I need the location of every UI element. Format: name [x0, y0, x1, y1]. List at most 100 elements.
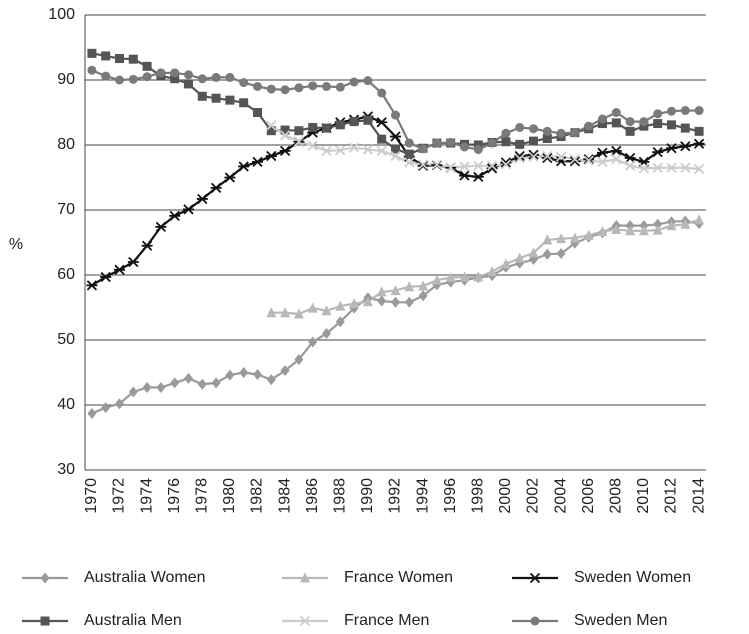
data-point: [211, 93, 221, 103]
data-point: [487, 138, 497, 148]
legend-marker: [40, 572, 50, 584]
x-tick-label: 1986: [304, 478, 321, 514]
data-point: [252, 156, 263, 168]
data-point: [473, 140, 483, 150]
data-point: [266, 120, 277, 131]
data-point: [335, 300, 346, 311]
data-point: [197, 74, 207, 84]
x-tick-label: 2014: [690, 478, 707, 514]
data-point: [294, 126, 304, 136]
data-point: [142, 61, 152, 71]
data-point: [610, 145, 622, 156]
data-point: [335, 145, 346, 156]
data-point: [611, 154, 622, 165]
data-point: [542, 134, 552, 143]
data-point: [265, 150, 277, 162]
data-point: [472, 171, 484, 182]
data-point: [667, 120, 676, 130]
data-point: [666, 220, 677, 231]
data-point: [473, 271, 484, 282]
data-point: [197, 378, 207, 390]
data-point: [142, 381, 152, 393]
data-point: [680, 106, 690, 116]
data-point: [362, 296, 373, 307]
data-point: [183, 204, 194, 215]
data-point: [500, 159, 512, 170]
data-point: [280, 85, 290, 95]
data-point: [308, 81, 318, 91]
data-point: [459, 271, 470, 282]
data-point: [639, 117, 649, 127]
data-point: [114, 264, 125, 275]
data-point: [170, 377, 180, 389]
data-point: [501, 128, 511, 138]
x-tick-label: 1970: [83, 478, 100, 514]
data-point: [279, 130, 291, 141]
data-point: [528, 247, 539, 258]
data-point: [293, 308, 304, 319]
data-point: [225, 369, 235, 381]
data-point: [363, 76, 373, 86]
legend-label: Australia Women: [84, 569, 206, 586]
data-point: [404, 157, 415, 168]
data-point: [680, 162, 691, 173]
data-point: [459, 161, 470, 172]
data-point: [666, 162, 677, 173]
data-point: [694, 106, 704, 116]
data-point: [514, 252, 525, 263]
data-point: [115, 398, 124, 410]
data-point: [115, 54, 124, 64]
x-tick-label: 2008: [608, 478, 625, 514]
data-point: [279, 145, 291, 156]
x-tick-label: 1992: [387, 478, 404, 514]
data-point: [335, 82, 345, 92]
legend-label: Sweden Men: [574, 612, 667, 629]
data-point: [210, 182, 222, 194]
data-point: [101, 71, 111, 81]
x-tick-label: 1988: [332, 478, 349, 514]
y-tick-label: 40: [57, 396, 75, 413]
y-axis-label: %: [9, 236, 23, 253]
data-point: [307, 302, 318, 313]
data-point: [404, 138, 414, 148]
data-point: [556, 248, 566, 260]
data-point: [486, 160, 498, 171]
data-point: [598, 114, 607, 124]
data-point: [390, 285, 401, 296]
data-point: [239, 98, 249, 108]
legend-marker: [300, 572, 310, 583]
data-point: [542, 234, 553, 245]
data-point: [500, 157, 512, 168]
data-point: [87, 407, 97, 419]
data-point: [115, 75, 124, 85]
data-point: [87, 65, 97, 75]
data-point: [294, 83, 304, 93]
data-point: [597, 156, 608, 168]
data-point: [418, 290, 428, 302]
x-tick-label: 1994: [414, 478, 431, 514]
data-point: [391, 296, 400, 308]
data-point: [184, 79, 193, 89]
data-point: [679, 141, 691, 152]
data-point: [376, 145, 387, 156]
data-point: [556, 128, 566, 138]
data-point: [611, 108, 621, 117]
legend-marker: [530, 616, 540, 626]
data-point: [225, 95, 235, 105]
x-tick-label: 1982: [249, 478, 266, 514]
y-tick-label: 90: [57, 71, 75, 88]
data-point: [348, 142, 360, 153]
data-point: [459, 170, 470, 181]
data-point: [169, 210, 181, 221]
x-tick-label: 1974: [138, 478, 155, 514]
data-point: [431, 159, 443, 170]
data-point: [541, 152, 553, 164]
data-point: [321, 145, 332, 156]
data-point: [308, 122, 318, 132]
data-point: [321, 305, 332, 316]
data-point: [418, 280, 429, 291]
data-point: [293, 136, 305, 147]
data-point: [155, 221, 167, 233]
data-point: [391, 110, 400, 120]
legend-label: France Men: [344, 612, 429, 629]
